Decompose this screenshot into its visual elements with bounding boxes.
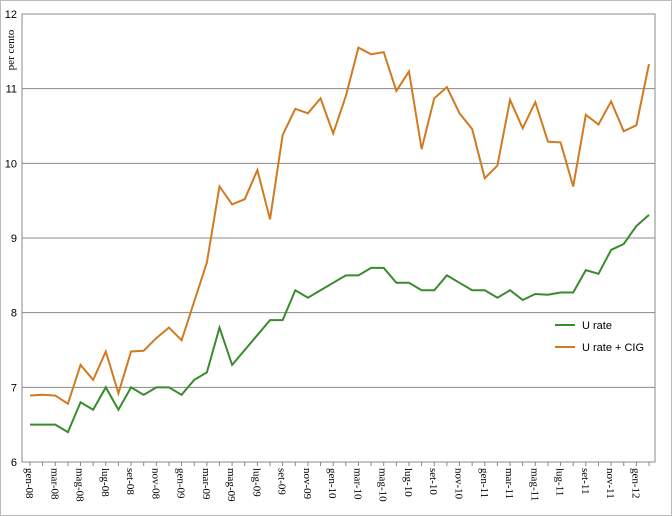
x-tick-label: gen-11 (478, 468, 490, 498)
series-line (30, 214, 650, 434)
y-tick-label: 8 (11, 308, 17, 320)
x-tick-label: gen-10 (326, 468, 338, 499)
x-tick-label: lug-10 (402, 468, 414, 497)
x-tick-label: lug-09 (250, 468, 262, 497)
x-tick-label: mar-08 (48, 468, 60, 500)
y-tick-label: 11 (6, 84, 17, 96)
x-tick-label: nov-11 (604, 468, 616, 499)
x-tick-label: gen-08 (23, 468, 35, 499)
x-tick-label: nov-08 (149, 468, 161, 500)
x-tick-label: set-08 (124, 468, 136, 495)
legend-label: U rate + CIG (582, 342, 644, 354)
x-tick-label: set-10 (427, 468, 439, 495)
x-tick-label: gen-12 (629, 468, 641, 499)
x-tick-label: set-11 (579, 468, 591, 494)
y-tick-label: 12 (5, 9, 17, 21)
series-line (29, 46, 650, 406)
x-tick-label: gen-09 (175, 468, 187, 499)
y-tick-label: 6 (11, 457, 17, 469)
y-tick-label: 9 (11, 233, 17, 245)
legend-label: U rate (582, 320, 612, 332)
x-tick-label: set-09 (276, 468, 288, 495)
y-tick-label: 7 (11, 382, 17, 394)
x-tick-label: mag-10 (377, 468, 389, 502)
x-tick-label: nov-09 (301, 468, 313, 500)
x-tick-label: mar-10 (351, 468, 363, 500)
x-tick-label: lug-11 (554, 468, 566, 496)
x-tick-label: mag-08 (74, 468, 86, 502)
x-tick-label: lug-08 (99, 468, 111, 497)
x-tick-label: nov-10 (453, 468, 465, 500)
y-tick-label: 10 (5, 158, 17, 170)
x-tick-label: mar-09 (200, 468, 212, 500)
x-tick-label: mag-11 (528, 468, 540, 501)
x-tick-label: mag-09 (225, 468, 237, 502)
x-tick-label: mar-11 (503, 468, 515, 499)
y-axis-label: per cento (5, 29, 17, 70)
